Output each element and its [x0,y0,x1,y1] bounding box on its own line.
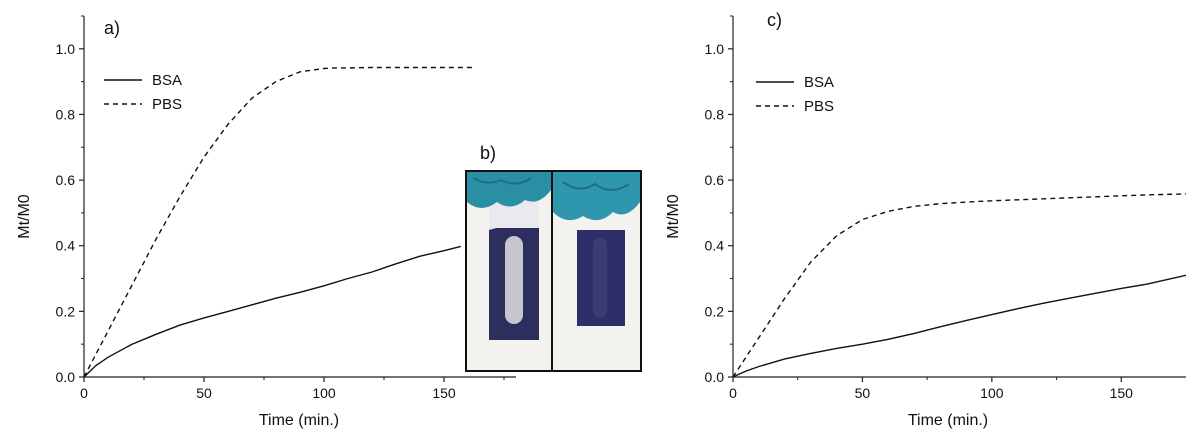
chart-a: 0.0 0.2 0.4 0.6 0.8 1.0 0 50 100 150 Time (min.) Mt… [16,15,516,429]
panel-c-label: c) [767,10,782,30]
x-tick-label: 100 [980,385,1004,401]
y-tick-label: 0.4 [705,238,725,254]
photo-left-image [467,172,551,370]
x-tick-label: 150 [432,385,456,401]
y-tick-label: 0.2 [705,303,725,319]
x-tick-label: 150 [1110,385,1134,401]
legend-label-bsa: BSA [152,72,182,89]
legend-label-pbs: PBS [152,96,182,113]
y-tick-label: 0.0 [705,369,725,385]
x-axis-label: Time (min.) [259,412,339,429]
y-tick-label: 0.8 [705,106,725,122]
photo-right-image [553,172,640,370]
series-line-bsa [83,245,461,378]
glove-icon [553,172,640,221]
y-tick-label: 0.6 [56,172,76,188]
series-line-pbs [732,193,1186,378]
panel-a-label: a) [104,18,120,38]
y-tick-label: 1.0 [56,41,76,57]
glove-icon [467,172,551,208]
panel-b-label: b) [480,143,496,163]
y-tick-label: 0.8 [56,106,76,122]
series-line-pbs [83,66,473,378]
x-tick-label: 50 [196,385,212,401]
x-tick-label: 0 [80,385,88,401]
photo-left [465,170,553,372]
photo-right [551,170,642,372]
y-axis-label: Mt/M0 [665,194,682,239]
y-axis-label: Mt/M0 [16,194,33,239]
y-tick-label: 0.4 [56,238,76,254]
x-axis-label: Time (min.) [908,412,988,429]
x-tick-label: 100 [312,385,336,401]
legend-label-pbs: PBS [804,98,834,115]
x-tick-label: 0 [729,385,737,401]
x-tick-label: 50 [855,385,871,401]
y-tick-label: 0.6 [705,172,725,188]
series-line-bsa [732,274,1186,378]
y-tick-label: 1.0 [705,41,725,57]
chart-c: 0.0 0.2 0.4 0.6 0.8 1.0 0 50 100 150 Time (min.) Mt… [665,15,1186,429]
y-tick-label: 0.2 [56,303,76,319]
legend-label-bsa: BSA [804,74,834,91]
y-tick-label: 0.0 [56,369,76,385]
